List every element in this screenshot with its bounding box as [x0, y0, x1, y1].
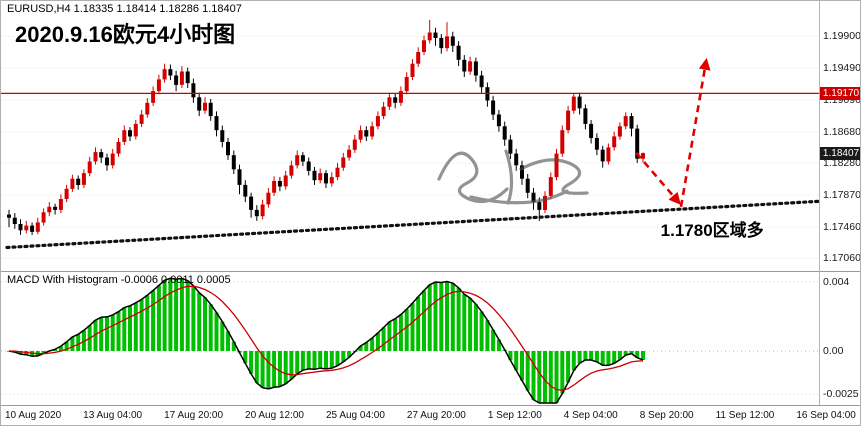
macd-signal-line	[8, 285, 644, 391]
price-axis-label: 1.17060	[823, 252, 861, 265]
time-axis-label: 27 Aug 20:00	[406, 410, 466, 421]
current-price-badge: 1.18407	[820, 146, 860, 160]
price-axis-label: 1.17870	[823, 189, 861, 202]
time-axis-label: 25 Aug 04:00	[325, 410, 385, 421]
time-axis[interactable]: 10 Aug 2020 13 Aug 04:00 17 Aug 20:00 20 Au…	[5, 410, 856, 421]
panel-separators	[1, 1, 860, 406]
macd-axis-label: 0.004	[823, 275, 850, 288]
resistance-price-badge: 1.19170	[820, 86, 860, 100]
macd-line	[8, 277, 644, 404]
macd-histogram	[7, 278, 645, 403]
time-axis-label: 17 Aug 20:00	[164, 410, 224, 421]
chart-title-overlay: 2020.9.16欧元4小时图	[15, 22, 236, 47]
time-axis-label: 1 Sep 12:00	[487, 410, 542, 421]
macd-indicator-name: MACD With Histogram	[7, 274, 118, 286]
price-axis-label: 1.18680	[823, 125, 861, 138]
buy-zone-annotation[interactable]: 1.1780区域多	[660, 220, 764, 240]
time-axis-label: 10 Aug 2020	[5, 410, 62, 421]
symbol-ohlc-info: EURUSD,H4 1.18335 1.18414 1.18286 1.1840…	[7, 3, 242, 15]
candlestick-series	[7, 19, 645, 235]
time-axis-label: 4 Sep 04:00	[563, 410, 618, 421]
price-axis-label: 1.18280	[823, 157, 861, 170]
macd-axis-label: -0.0025	[823, 388, 859, 401]
macd-indicator-values: -0.0006 0.0011 0.0005	[120, 274, 231, 286]
projection-arrows[interactable]	[635, 57, 711, 208]
price-axis-label: 1.17460	[823, 221, 861, 234]
price-axis-label: 1.19490	[823, 62, 861, 75]
price-axis-label: 1.19900	[823, 30, 861, 43]
time-axis-label: 13 Aug 04:00	[83, 410, 143, 421]
macd-indicator-label: MACD With Histogram -0.0006 0.0011 0.000…	[7, 274, 231, 286]
time-axis-label: 11 Sep 12:00	[715, 410, 775, 421]
time-axis-label: 16 Sep 04:00	[796, 410, 856, 421]
support-trendline[interactable]	[5, 199, 821, 250]
time-axis-label: 20 Aug 12:00	[245, 410, 304, 421]
time-axis-label: 8 Sep 20:00	[639, 410, 694, 421]
watermark-signature	[437, 149, 589, 205]
macd-axis-label: 0.00	[823, 345, 844, 357]
